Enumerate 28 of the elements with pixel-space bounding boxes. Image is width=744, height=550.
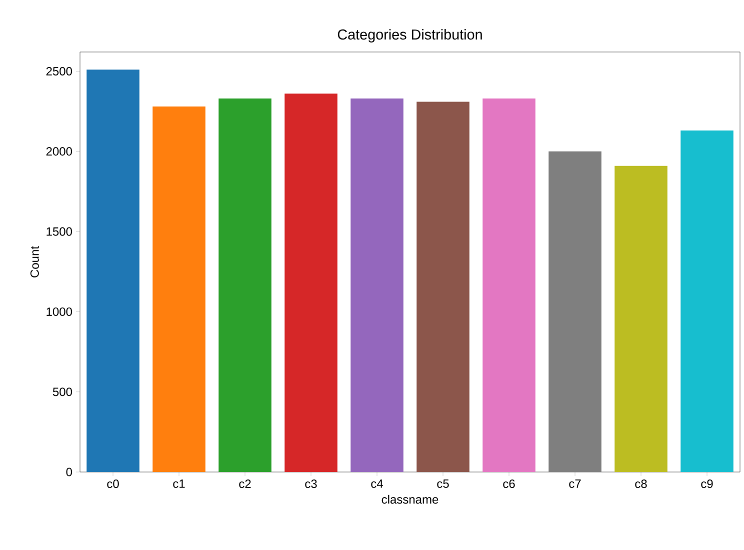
bar xyxy=(350,98,404,472)
x-tick-label: c3 xyxy=(305,480,317,488)
y-tick-label: 2500 xyxy=(46,66,72,76)
bar xyxy=(680,130,734,472)
y-tick-label: 500 xyxy=(52,388,72,396)
x-tick-label: c6 xyxy=(503,480,515,488)
bar xyxy=(218,98,272,472)
y-tick-label: 1500 xyxy=(46,227,72,236)
bar xyxy=(284,94,338,472)
y-tick-label: 0 xyxy=(66,468,72,476)
x-tick-label: c1 xyxy=(173,480,185,488)
x-tick-label: c5 xyxy=(437,480,449,488)
bar xyxy=(86,70,140,472)
chart-title: Categories Distribution xyxy=(338,29,482,42)
x-tick-label: c9 xyxy=(701,480,713,488)
x-tick-label: c2 xyxy=(239,480,251,488)
x-tick-label: c7 xyxy=(569,480,581,488)
x-tick-label: c8 xyxy=(635,480,647,488)
bar xyxy=(614,166,668,472)
bar xyxy=(152,106,206,472)
y-tick-label: 1000 xyxy=(46,307,72,316)
y-tick-label: 2000 xyxy=(46,147,72,156)
x-tick-label: c4 xyxy=(371,480,383,488)
x-tick-label: c0 xyxy=(107,480,119,488)
y-axis-title: Count xyxy=(30,246,39,278)
bar xyxy=(416,102,470,472)
x-axis-title: classname xyxy=(382,494,438,504)
bar xyxy=(482,98,536,472)
